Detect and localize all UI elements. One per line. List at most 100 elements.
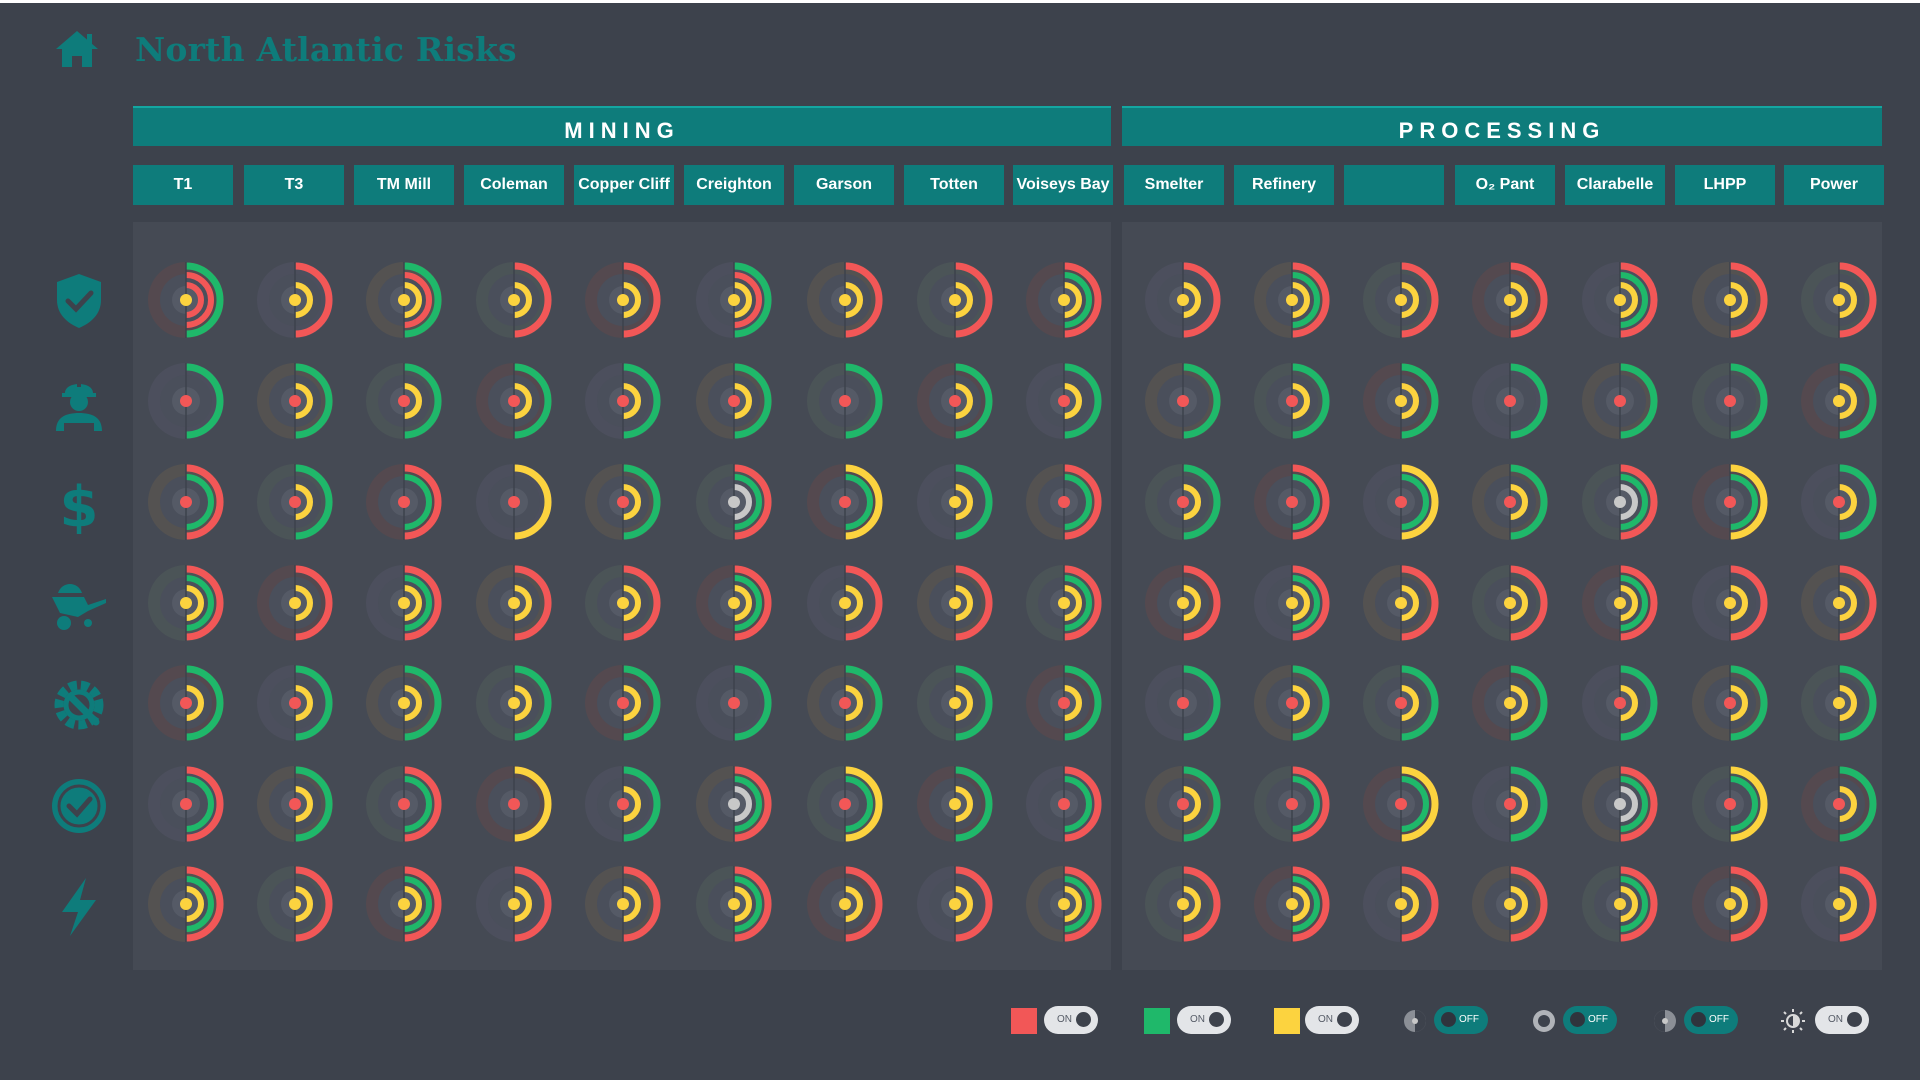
risk-gauge[interactable] [1582,665,1658,741]
risk-gauge[interactable] [148,464,224,540]
risk-gauge[interactable] [1145,464,1221,540]
gear-wrench-icon[interactable] [48,674,110,736]
risk-gauge[interactable] [1026,665,1102,741]
worker-hardhat-icon[interactable] [48,371,110,433]
lightning-icon[interactable] [48,876,110,938]
risk-gauge[interactable] [148,866,224,942]
dollar-icon[interactable]: $ [48,472,110,534]
risk-gauge[interactable] [476,262,552,338]
risk-gauge[interactable] [1582,464,1658,540]
risk-gauge[interactable] [585,866,661,942]
risk-gauge[interactable] [1801,565,1877,641]
risk-gauge[interactable] [1254,262,1330,338]
risk-gauge[interactable] [476,464,552,540]
column-header-refinery[interactable]: Refinery [1234,165,1334,205]
risk-gauge[interactable] [807,565,883,641]
risk-gauge[interactable] [366,464,442,540]
risk-gauge[interactable] [257,766,333,842]
risk-gauge[interactable] [1026,866,1102,942]
red-status-toggle[interactable]: ON [1044,1006,1098,1034]
column-header-t1[interactable]: T1 [133,165,233,205]
risk-gauge[interactable] [807,363,883,439]
risk-gauge[interactable] [366,565,442,641]
column-header-o2-plant[interactable]: O₂ Pant [1455,165,1555,205]
risk-gauge[interactable] [366,866,442,942]
risk-gauge[interactable] [1026,766,1102,842]
risk-gauge[interactable] [585,363,661,439]
column-header-smelter[interactable]: Smelter [1124,165,1224,205]
risk-gauge[interactable] [585,766,661,842]
risk-gauge[interactable] [257,464,333,540]
solid-circle-toggle[interactable]: OFF [1563,1006,1617,1034]
quality-badge-icon[interactable] [48,775,110,837]
risk-gauge[interactable] [585,565,661,641]
column-header-blank[interactable] [1344,165,1444,205]
risk-gauge[interactable] [366,262,442,338]
risk-gauge[interactable] [1692,363,1768,439]
risk-gauge[interactable] [917,766,993,842]
risk-gauge[interactable] [1026,565,1102,641]
risk-gauge[interactable] [1363,766,1439,842]
risk-gauge[interactable] [585,464,661,540]
risk-gauge[interactable] [585,665,661,741]
risk-gauge[interactable] [1801,866,1877,942]
risk-gauge[interactable] [1801,766,1877,842]
risk-gauge[interactable] [257,262,333,338]
risk-gauge[interactable] [696,866,772,942]
risk-gauge[interactable] [148,766,224,842]
brightness-toggle[interactable]: ON [1815,1006,1869,1034]
risk-gauge[interactable] [1582,565,1658,641]
risk-gauge[interactable] [366,363,442,439]
column-header-voiseys-bay[interactable]: Voiseys Bay [1013,165,1113,205]
risk-gauge[interactable] [1582,766,1658,842]
risk-gauge[interactable] [148,565,224,641]
risk-gauge[interactable] [1692,866,1768,942]
column-header-power[interactable]: Power [1784,165,1884,205]
risk-gauge[interactable] [257,866,333,942]
risk-gauge[interactable] [1145,565,1221,641]
column-header-coleman[interactable]: Coleman [464,165,564,205]
risk-gauge[interactable] [257,665,333,741]
risk-gauge[interactable] [1472,665,1548,741]
risk-gauge[interactable] [1026,363,1102,439]
risk-gauge[interactable] [366,766,442,842]
risk-gauge[interactable] [476,766,552,842]
risk-gauge[interactable] [148,262,224,338]
risk-gauge[interactable] [1472,866,1548,942]
risk-gauge[interactable] [1363,262,1439,338]
column-header-tm-mill[interactable]: TM Mill [354,165,454,205]
risk-gauge[interactable] [1472,766,1548,842]
risk-gauge[interactable] [807,766,883,842]
risk-gauge[interactable] [917,464,993,540]
risk-gauge[interactable] [1254,363,1330,439]
risk-gauge[interactable] [476,363,552,439]
risk-gauge[interactable] [1026,464,1102,540]
risk-gauge[interactable] [807,665,883,741]
risk-gauge[interactable] [696,262,772,338]
half-circle-toggle[interactable]: OFF [1434,1006,1488,1034]
home-icon[interactable] [54,28,100,70]
risk-gauge[interactable] [1363,363,1439,439]
risk-gauge[interactable] [917,866,993,942]
risk-gauge[interactable] [1472,363,1548,439]
risk-gauge[interactable] [696,565,772,641]
column-header-totten[interactable]: Totten [904,165,1004,205]
risk-gauge[interactable] [1363,565,1439,641]
risk-gauge[interactable] [807,262,883,338]
column-header-creighton[interactable]: Creighton [684,165,784,205]
risk-gauge[interactable] [476,866,552,942]
risk-gauge[interactable] [148,363,224,439]
risk-gauge[interactable] [1801,262,1877,338]
column-header-lhpp[interactable]: LHPP [1675,165,1775,205]
column-header-copper-cliff[interactable]: Copper Cliff [574,165,674,205]
risk-gauge[interactable] [1254,866,1330,942]
risk-gauge[interactable] [1692,665,1768,741]
green-status-toggle[interactable]: ON [1177,1006,1231,1034]
risk-gauge[interactable] [1363,866,1439,942]
risk-gauge[interactable] [1692,565,1768,641]
risk-gauge[interactable] [917,565,993,641]
risk-gauge[interactable] [1801,363,1877,439]
risk-gauge[interactable] [807,464,883,540]
risk-gauge[interactable] [1145,262,1221,338]
risk-gauge[interactable] [257,363,333,439]
